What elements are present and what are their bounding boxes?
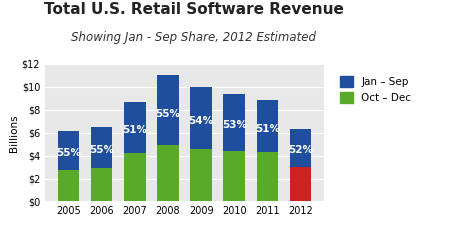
Text: 55%: 55% [89, 145, 114, 155]
Bar [256, 152, 278, 201]
Y-axis label: Billions: Billions [9, 114, 19, 151]
Bar [290, 129, 311, 167]
Text: 51%: 51% [122, 125, 147, 135]
Bar [224, 151, 245, 201]
Bar [157, 75, 179, 145]
Bar [124, 153, 145, 201]
Text: 53%: 53% [222, 120, 247, 130]
Bar [58, 170, 79, 201]
Text: 52%: 52% [288, 145, 313, 155]
Bar [290, 167, 311, 201]
Text: Showing Jan - Sep Share, 2012 Estimated: Showing Jan - Sep Share, 2012 Estimated [71, 31, 316, 44]
Text: Total U.S. Retail Software Revenue: Total U.S. Retail Software Revenue [44, 2, 343, 17]
Bar [190, 87, 212, 149]
Bar [124, 102, 145, 153]
Text: 51%: 51% [255, 123, 280, 133]
Text: 55%: 55% [155, 109, 180, 118]
Bar [157, 145, 179, 201]
Text: 55%: 55% [56, 148, 81, 158]
Bar [91, 168, 112, 201]
Bar [224, 94, 245, 151]
Bar [190, 149, 212, 201]
Text: 54%: 54% [189, 116, 214, 126]
Bar [256, 100, 278, 152]
Legend: Jan – Sep, Oct – Dec: Jan – Sep, Oct – Dec [340, 76, 411, 103]
Bar [91, 127, 112, 168]
Bar [58, 132, 79, 170]
